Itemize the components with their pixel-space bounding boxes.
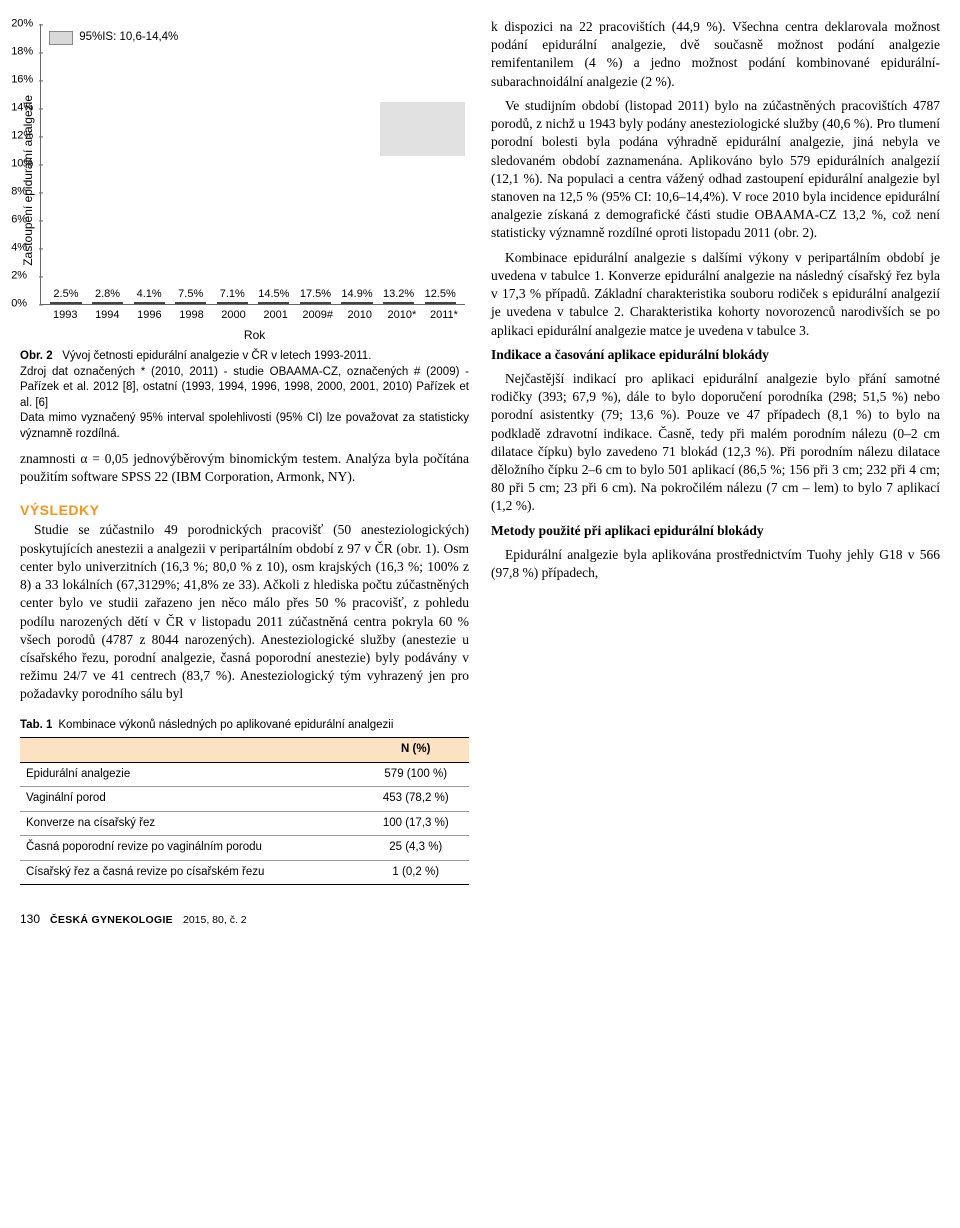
ytick: 8% [11,185,27,200]
table1-cap-head: Tab. 1 [20,719,52,731]
table-cell: 1 (0,2 %) [362,860,469,885]
xtick-label: 2009# [297,308,339,323]
xtick-label: 2001 [255,308,297,323]
bar-value-label: 2.8% [95,287,120,302]
bar: 17.5% [300,302,331,304]
table-cell: 25 (4,3 %) [362,836,469,861]
bar-cell: 2.5% [45,302,87,304]
ytick: 2% [11,269,27,284]
table-cell: Vaginální porod [20,787,362,812]
bar-value-label: 17.5% [300,287,331,302]
xtick-label: 2010* [381,308,423,323]
right-para-4: Nejčastější indikací pro aplikaci epidur… [491,370,940,516]
figcap-title: Vývoj četnosti epidurální analgezie v ČR… [62,350,371,362]
table1-caption: Tab. 1 Kombinace výkonů následných po ap… [20,718,469,734]
ytick: 10% [11,157,33,172]
right-para-1: k dispozici na 22 pracovištích (44,9 %).… [491,18,940,91]
bar-cell: 13.2% [378,302,420,304]
table1-h0 [20,738,362,763]
xtick-label: 2010 [339,308,381,323]
xtick-label: 1993 [44,308,86,323]
xtick-label: 1994 [86,308,128,323]
table-cell: Císařský řez a časná revize po císařském… [20,860,362,885]
bar-value-label: 7.5% [178,287,203,302]
bar-cell: 4.1% [128,302,170,304]
bar-cell: 2.8% [87,302,129,304]
table-row: Vaginální porod453 (78,2 %) [20,787,469,812]
table-cell: Epidurální analgezie [20,762,362,787]
bar-value-label: 2.5% [53,287,78,302]
right-para-5: Epidurální analgezie byla aplikována pro… [491,546,940,582]
bar-cell: 7.5% [170,302,212,304]
bar-value-label: 12.5% [425,287,456,302]
bar-value-label: 14.5% [258,287,289,302]
table-cell: 453 (78,2 %) [362,787,469,812]
ytick: 4% [11,241,27,256]
journal-name: ČESKÁ GYNEKOLOGIE [50,913,173,927]
bar-value-label: 4.1% [137,287,162,302]
figcap-line1: Zdroj dat označených * (2010, 2011) - st… [20,366,469,409]
figcap-line2: Data mimo vyznačený 95% interval spolehl… [20,412,469,440]
bar: 13.2% [383,302,414,304]
right-para-3: Kombinace epidurální analgezie s dalšími… [491,249,940,340]
left-para-1: znamnosti α = 0,05 jednovýběrovým binomi… [20,450,469,486]
xtick-label: 1998 [170,308,212,323]
ytick: 6% [11,213,27,228]
ytick: 14% [11,101,33,116]
table-cell: 100 (17,3 %) [362,811,469,836]
bar: 2.5% [50,302,81,304]
xtick-label: 2000 [213,308,255,323]
bar: 12.5% [425,302,456,304]
chart-xlabel: Rok [40,327,469,343]
figure-2: Zastoupení epidurální analgezie 95%IS: 1… [20,18,469,442]
bar-cell: 7.1% [212,302,254,304]
issue-info: 2015, 80, č. 2 [183,913,247,927]
subheading-indications: Indikace a časování aplikace epidurální … [491,346,940,364]
bar: 7.1% [217,302,248,304]
table-cell: 579 (100 %) [362,762,469,787]
table-1: N (%) Epidurální analgezie579 (100 %)Vag… [20,737,469,885]
page-footer: 130 ČESKÁ GYNEKOLOGIE 2015, 80, č. 2 [20,911,940,927]
bar-value-label: 13.2% [383,287,414,302]
table-row: Epidurální analgezie579 (100 %) [20,762,469,787]
table1-h1: N (%) [362,738,469,763]
bars-container: 2.5% 2.8% 4.1% 7.5% 7.1% 14.5% 17.5% 14.9% 13.2%… [41,24,465,304]
xtick-label: 1996 [128,308,170,323]
xtick-label: 2011* [423,308,465,323]
bar-cell: 14.5% [253,302,295,304]
bar-cell: 12.5% [419,302,461,304]
table-row: Konverze na císařský řez100 (17,3 %) [20,811,469,836]
ytick: 0% [11,297,27,312]
bar: 7.5% [175,302,206,304]
subheading-methods: Metody použité při aplikaci epidurální b… [491,522,940,540]
ytick: 16% [11,73,33,88]
bar: 2.8% [92,302,123,304]
right-para-2: Ve studijním období (listopad 2011) bylo… [491,97,940,243]
table-row: Časná poporodní revize po vaginálním por… [20,836,469,861]
bar-cell: 17.5% [295,302,337,304]
page-number: 130 [20,911,40,927]
table-cell: Konverze na císařský řez [20,811,362,836]
bar: 4.1% [134,302,165,304]
figcap-head: Obr. 2 [20,350,53,362]
left-para-2: Studie se zúčastnilo 49 porodnických pra… [20,521,469,703]
bar-value-label: 7.1% [220,287,245,302]
chart-xlabels: 1993199419961998200020012009#20102010*20… [40,305,469,323]
bar-value-label: 14.9% [341,287,372,302]
ytick: 18% [11,45,33,60]
table-row: Císařský řez a časná revize po císařském… [20,860,469,885]
bar: 14.9% [341,302,372,304]
bar-chart: 95%IS: 10,6-14,4% 2.5%2.8%4.1%7.5%7.1%14… [40,24,465,305]
bar: 14.5% [258,302,289,304]
table-cell: Časná poporodní revize po vaginálním por… [20,836,362,861]
table1-cap-text: Kombinace výkonů následných po aplikovan… [58,718,393,734]
ytick: 12% [11,129,33,144]
bar-cell: 14.9% [336,302,378,304]
figure-caption: Obr. 2 Vývoj četnosti epidurální analgez… [20,349,469,442]
section-heading-results: VÝSLEDKY [20,501,469,520]
ytick: 20% [11,17,33,32]
